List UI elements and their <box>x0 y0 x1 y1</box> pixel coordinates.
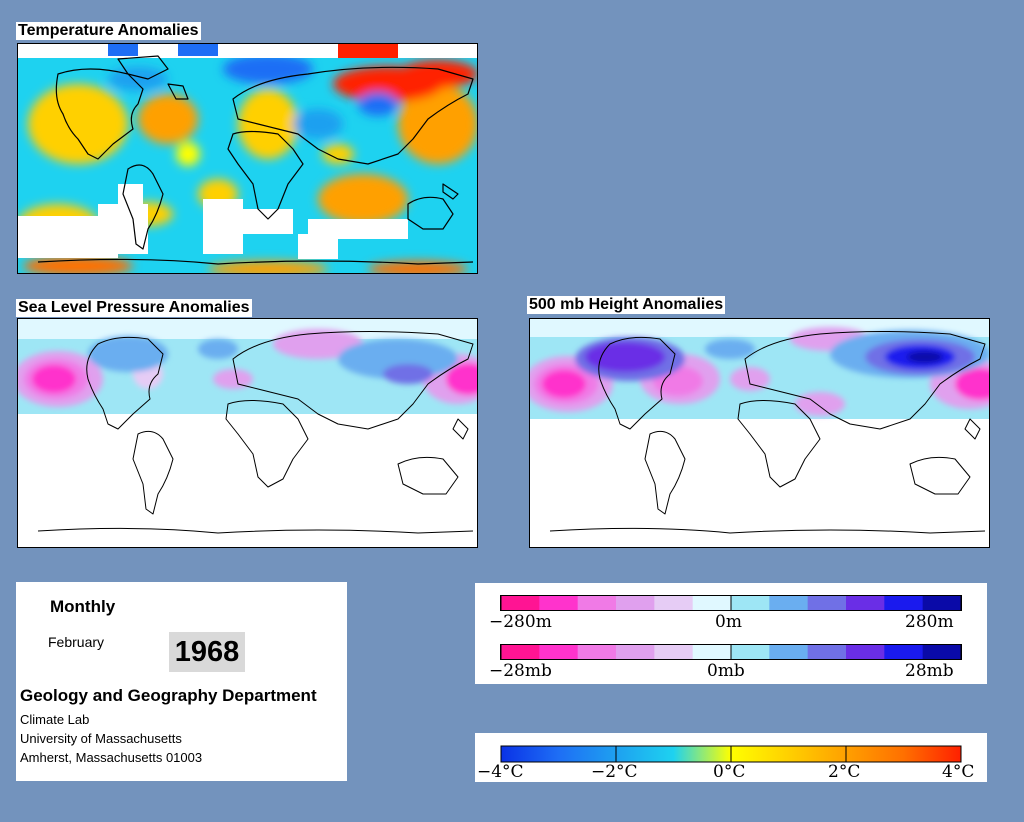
pressure-bar-swatch <box>807 645 847 659</box>
temperature-map-title: Temperature Anomalies <box>16 22 201 40</box>
height-bar-swatch <box>769 596 809 610</box>
temperature-scale-panel: −4°C −2°C 0°C 2°C 4°C <box>475 733 987 782</box>
height-bar-swatch <box>654 596 694 610</box>
slp-anomaly-map <box>17 318 478 548</box>
height-bar-swatch <box>922 596 962 610</box>
temp-scale-label-neg4: −4°C <box>477 762 524 782</box>
height-bar-swatch <box>616 596 655 610</box>
pressure-bar-swatch <box>922 645 962 659</box>
pressure-bar-swatch <box>654 645 694 659</box>
pressure-scale-mid-label: 0mb <box>707 661 745 681</box>
temp-scale-label-4: 4°C <box>942 762 975 782</box>
height-scale-min-label: −280m <box>489 612 552 632</box>
pressure-bar-swatch <box>616 645 655 659</box>
height-bar-swatch <box>501 596 540 610</box>
year-display: 1968 <box>169 632 245 672</box>
university-name: University of Massachusetts <box>20 731 182 746</box>
height500-map-title: 500 mb Height Anomalies <box>527 296 726 314</box>
height-scale-max-label: 280m <box>905 612 954 632</box>
height-bar-swatch <box>577 596 617 610</box>
temperature-anomaly-map <box>17 43 478 274</box>
height-color-bar <box>500 595 962 611</box>
pressure-bar-swatch <box>539 645 579 659</box>
temperature-color-bar <box>500 745 962 763</box>
period-label: Monthly <box>50 597 116 616</box>
pressure-bar-swatch <box>846 645 885 659</box>
height500-anomaly-map <box>529 318 990 548</box>
month-label: February <box>48 634 105 650</box>
height-scale-mid-label: 0m <box>715 612 742 632</box>
height-bar-swatch <box>807 596 847 610</box>
height-bar-swatch <box>692 596 732 610</box>
pressure-bar-swatch <box>577 645 617 659</box>
info-panel: Monthly February 1968 Geology and Geogra… <box>16 582 347 781</box>
pressure-scale-max-label: 28mb <box>905 661 954 681</box>
height-bar-swatch <box>731 596 770 610</box>
temp-scale-label-0: 0°C <box>713 762 746 782</box>
address-line: Amherst, Massachusetts 01003 <box>20 750 203 765</box>
pressure-bar-swatch <box>501 645 540 659</box>
pressure-bar-swatch <box>731 645 770 659</box>
pressure-bar-swatch <box>769 645 809 659</box>
pressure-bar-swatch <box>692 645 732 659</box>
height-bar-swatch <box>846 596 885 610</box>
pressure-scale-min-label: −28mb <box>489 661 552 681</box>
anomaly-scale-panel: −280m 0m 280m −28mb 0mb 28mb <box>475 583 987 684</box>
department-name: Geology and Geography Department <box>20 686 317 705</box>
slp-map-title: Sea Level Pressure Anomalies <box>16 299 252 317</box>
pressure-bar-swatch <box>884 645 924 659</box>
lab-name: Climate Lab <box>20 712 90 727</box>
height-bar-swatch <box>539 596 579 610</box>
temp-scale-label-2: 2°C <box>828 762 861 782</box>
pressure-color-bar <box>500 644 962 660</box>
temp-scale-label-neg2: −2°C <box>591 762 638 782</box>
height-bar-swatch <box>884 596 924 610</box>
